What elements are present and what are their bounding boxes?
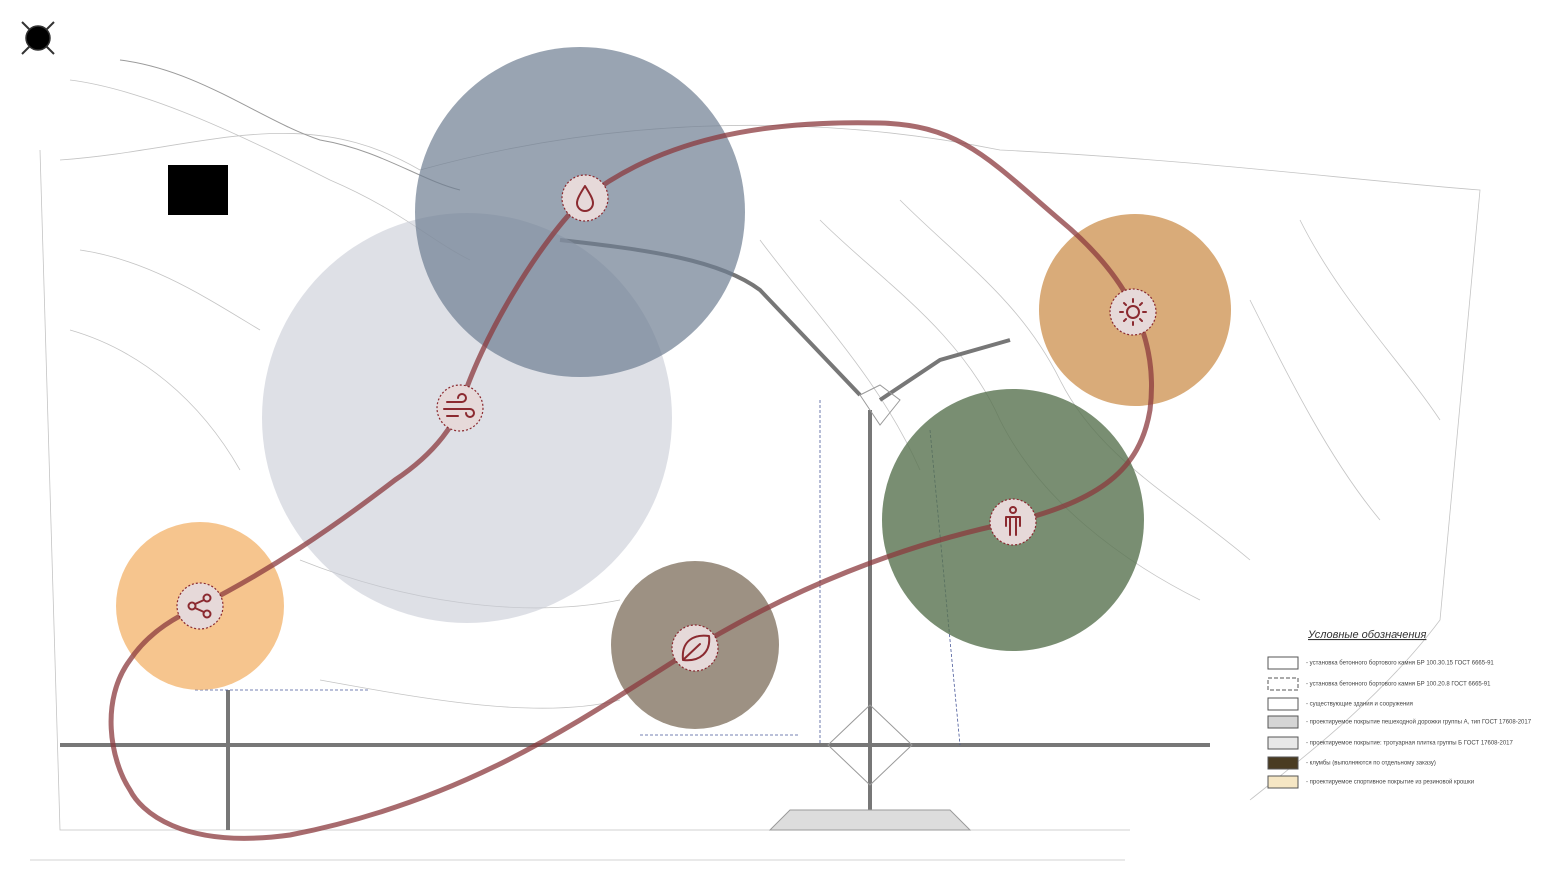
legend-item: - проектируемое спортивное покрытие из р…: [1306, 779, 1474, 786]
legend-swatch: [1267, 677, 1299, 691]
legend: Условные обозначения - установка бетонно…: [1267, 629, 1532, 789]
node-network: [176, 582, 224, 630]
legend-item: - установка бетонного бортового камня БР…: [1306, 682, 1491, 688]
legend-item: - установка бетонного бортового камня БР…: [1306, 661, 1494, 667]
legend-swatch: [1267, 736, 1299, 750]
node-nature: [671, 624, 719, 672]
node-sun: [1109, 288, 1157, 336]
legend-swatch: [1267, 656, 1299, 670]
legend-item: - существующие здания и сооружения: [1306, 702, 1413, 708]
legend-swatch: [1267, 715, 1299, 729]
nodes: [176, 174, 1157, 672]
legend-item: - клумбы (выполняются по отдельному зака…: [1306, 761, 1436, 767]
legend-item: - проектируемое покрытие: тротуарная пли…: [1306, 741, 1514, 747]
legend-title: Условные обозначения: [1307, 629, 1427, 641]
legend-swatch: [1267, 697, 1299, 711]
base-plan: [21, 21, 1481, 861]
node-wind: [436, 384, 484, 432]
legend-swatch: [1267, 775, 1299, 789]
route: [108, 120, 1154, 841]
legend-item: - проектируемое покрытие пешеходной доро…: [1306, 719, 1532, 726]
legend-swatch: [1267, 756, 1299, 770]
node-water: [561, 174, 609, 222]
node-people: [989, 498, 1037, 546]
